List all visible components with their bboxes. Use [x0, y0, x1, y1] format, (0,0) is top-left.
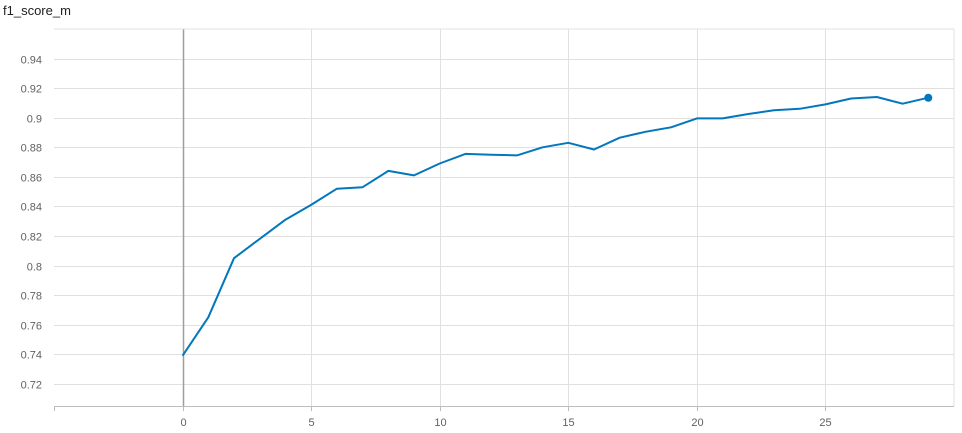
y-tick-label: 0.88 [21, 143, 42, 155]
last-point-marker [924, 93, 933, 102]
y-tick-label: 0.78 [21, 291, 42, 303]
y-tick-label: 0.94 [21, 55, 42, 67]
y-tick-labels: 0.72 0.74 0.76 0.78 0.8 0.82 0.84 0.86 0.88 0.9 0.… [21, 55, 42, 392]
x-tick-label: 20 [691, 417, 703, 429]
x-tick-label: 25 [819, 417, 831, 429]
x-tick-labels: 0 5 10 15 20 25 [180, 417, 831, 429]
x-gridlines [182, 29, 826, 406]
series-group [181, 93, 933, 357]
y-tick-label: 0.76 [21, 321, 42, 333]
axes [54, 28, 955, 411]
y-gridlines [54, 59, 954, 385]
x-tick-label: 5 [308, 417, 314, 429]
y-tick-label: 0.82 [21, 232, 42, 244]
y-tick-label: 0.74 [21, 350, 42, 362]
y-tick-label: 0.9 [27, 114, 42, 126]
y-tick-label: 0.8 [27, 262, 42, 274]
y-tick-label: 0.86 [21, 173, 42, 185]
y-tick-label: 0.84 [21, 202, 42, 214]
x-tick-label: 0 [180, 417, 186, 429]
y-tick-label: 0.92 [21, 84, 42, 96]
x-tick-label: 15 [562, 417, 574, 429]
x-tick-label: 10 [434, 417, 446, 429]
chart-title: f1_score_m [3, 3, 71, 18]
y-tick-label: 0.72 [21, 380, 42, 392]
series-line [181, 96, 929, 357]
